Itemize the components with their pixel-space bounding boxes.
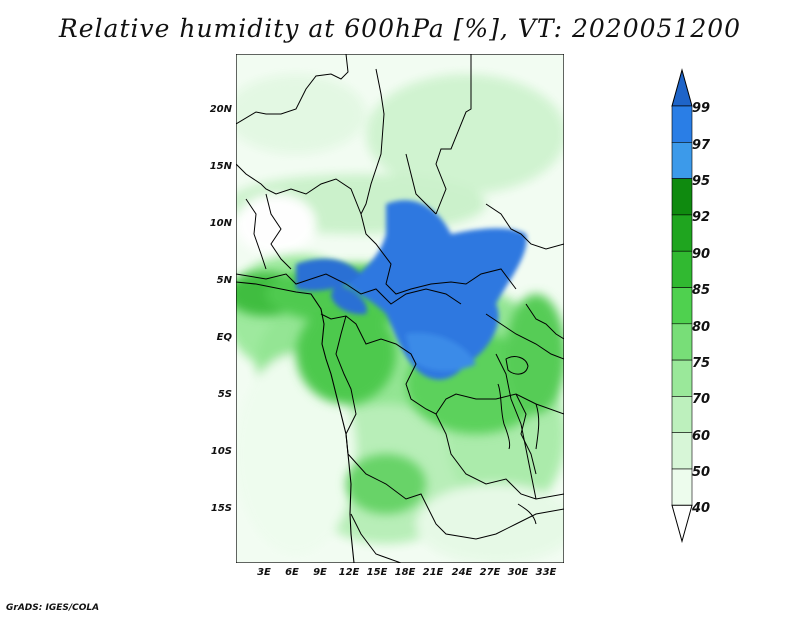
lon-label-18e: 18E xyxy=(394,567,416,578)
colorbar-segment xyxy=(671,250,693,288)
colorbar-segment xyxy=(671,359,693,397)
lat-label-10s: 10S xyxy=(210,446,232,457)
lat-label-10n: 10N xyxy=(209,218,232,229)
colorbar-label-75: 75 xyxy=(692,356,711,371)
colorbar-label-92: 92 xyxy=(692,210,711,225)
colorbar-label-80: 80 xyxy=(692,320,711,335)
lon-label-15e: 15E xyxy=(366,567,388,578)
colorbar-segment xyxy=(671,287,693,325)
colorbar-label-85: 85 xyxy=(692,283,711,298)
colorbar-top-arrow xyxy=(671,68,693,107)
lon-label-33e: 33E xyxy=(535,567,557,578)
colorbar-label-90: 90 xyxy=(692,247,711,262)
colorbar-segment xyxy=(671,432,693,470)
lat-label-15s: 15S xyxy=(210,503,232,514)
lon-label-9e: 9E xyxy=(313,567,327,578)
colorbar-bottom-arrow xyxy=(671,504,693,544)
colorbar-label-70: 70 xyxy=(692,392,711,407)
colorbar-segment xyxy=(671,142,693,179)
colorbar xyxy=(671,68,693,544)
lat-label-5s: 5S xyxy=(217,389,232,400)
lon-label-27e: 27E xyxy=(479,567,501,578)
coastline xyxy=(236,281,355,563)
colorbar-segment xyxy=(671,323,693,361)
colorbar-label-97: 97 xyxy=(692,138,711,153)
colorbar-label-95: 95 xyxy=(692,174,711,189)
country-borders xyxy=(236,54,564,563)
colorbar-segment xyxy=(671,214,693,252)
colorbar-label-99: 99 xyxy=(692,101,711,116)
grads-credit: GrADS: IGES/COLA xyxy=(6,603,100,613)
lat-label-eq: EQ xyxy=(216,332,232,343)
colorbar-segment xyxy=(671,468,693,506)
lon-label-21e: 21E xyxy=(422,567,444,578)
chart-title: Relative humidity at 600hPa [%], VT: 202… xyxy=(58,14,742,43)
lon-label-30e: 30E xyxy=(507,567,529,578)
lat-label-20n: 20N xyxy=(209,104,232,115)
colorbar-segment xyxy=(671,178,693,216)
colorbar-segment xyxy=(671,396,693,433)
colorbar-label-60: 60 xyxy=(692,429,711,444)
lat-label-5n: 5N xyxy=(216,275,232,286)
colorbar-segment xyxy=(671,105,693,143)
colorbar-label-40: 40 xyxy=(692,501,711,516)
lon-label-24e: 24E xyxy=(451,567,473,578)
lakes xyxy=(497,356,540,525)
lat-label-15n: 15N xyxy=(209,161,232,172)
lon-label-3e: 3E xyxy=(257,567,271,578)
colorbar-label-50: 50 xyxy=(692,465,711,480)
humidity-map xyxy=(236,54,564,563)
lon-label-12e: 12E xyxy=(338,567,360,578)
lon-label-6e: 6E xyxy=(285,567,299,578)
